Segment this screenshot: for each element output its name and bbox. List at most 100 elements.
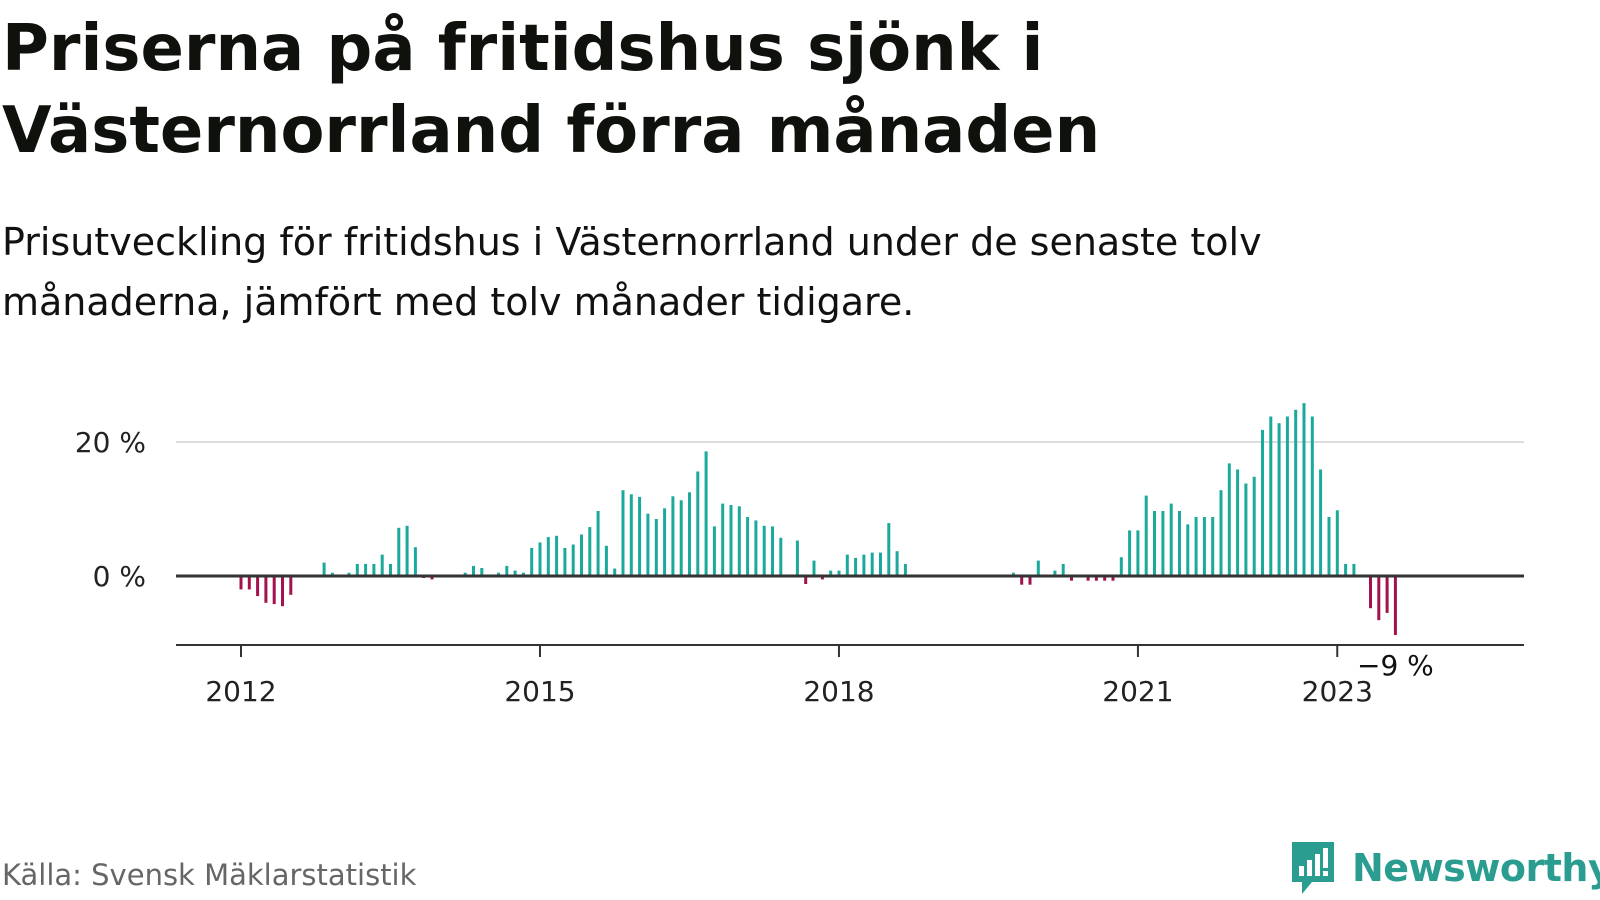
y-tick-label: 0 % xyxy=(93,560,146,593)
bar xyxy=(472,565,475,576)
bar xyxy=(1285,416,1289,576)
bar xyxy=(546,537,550,576)
bar xyxy=(638,496,642,576)
bar xyxy=(629,494,633,576)
bar xyxy=(1036,560,1040,576)
bar xyxy=(1053,570,1057,576)
bar xyxy=(895,551,899,576)
bar xyxy=(1161,511,1165,576)
bar xyxy=(879,552,882,576)
bar xyxy=(571,544,575,576)
bar xyxy=(1302,403,1306,576)
bar xyxy=(530,547,534,576)
bar xyxy=(355,563,359,576)
bar xyxy=(829,570,833,576)
bar xyxy=(364,563,368,576)
bar xyxy=(281,576,284,607)
bar xyxy=(430,576,434,580)
bar xyxy=(812,560,816,576)
bar xyxy=(1070,576,1073,581)
bar xyxy=(795,540,799,576)
bar xyxy=(804,576,808,584)
bar xyxy=(704,451,708,576)
bar xyxy=(1194,517,1198,576)
bar xyxy=(480,568,484,576)
bar xyxy=(1028,576,1032,585)
bar xyxy=(663,508,667,576)
bar xyxy=(1252,476,1256,576)
bar xyxy=(1393,576,1397,635)
bar xyxy=(505,565,509,576)
bar xyxy=(1011,572,1015,577)
bar xyxy=(322,562,326,576)
bar xyxy=(1111,576,1115,581)
bar xyxy=(1236,469,1240,576)
bar xyxy=(289,576,293,595)
bar xyxy=(1061,563,1065,576)
bar xyxy=(264,576,268,603)
last-value-label: −9 % xyxy=(1357,649,1434,682)
bar xyxy=(1344,563,1348,576)
bar xyxy=(596,511,600,576)
bar xyxy=(555,535,559,576)
chart-title: Priserna på fritidshus sjönk i Västernor… xyxy=(2,12,1101,168)
bar xyxy=(845,554,849,576)
y-tick-label: 20 % xyxy=(75,426,146,459)
bar xyxy=(1310,416,1314,576)
bar xyxy=(1086,576,1090,581)
bar xyxy=(779,537,783,576)
bar xyxy=(1352,563,1356,576)
bar xyxy=(754,520,758,576)
bar xyxy=(1335,510,1339,576)
bar xyxy=(1319,469,1323,576)
bar xyxy=(1244,483,1248,576)
bar xyxy=(1211,517,1215,576)
bar xyxy=(646,513,650,576)
bar xyxy=(389,563,392,576)
bar xyxy=(239,576,243,590)
bar xyxy=(1153,511,1156,576)
bar xyxy=(1369,576,1372,609)
bar xyxy=(746,517,750,576)
bar xyxy=(1219,490,1223,576)
source-note: Källa: Svensk Mäklarstatistik xyxy=(2,858,417,892)
x-tick-label: 2023 xyxy=(1302,675,1373,708)
bar xyxy=(688,492,691,577)
newsworthy-logo[interactable]: Newsworthy xyxy=(1288,838,1600,898)
bar xyxy=(1261,429,1264,576)
newsworthy-logo-icon xyxy=(1292,842,1334,894)
bar xyxy=(1227,463,1231,576)
bar xyxy=(870,552,874,576)
bar xyxy=(1277,423,1281,576)
bar xyxy=(1202,517,1206,576)
bar xyxy=(272,576,276,605)
bar xyxy=(1020,576,1024,585)
x-tick-label: 2018 xyxy=(803,675,874,708)
bar xyxy=(729,505,733,576)
bar xyxy=(903,563,907,576)
bar xyxy=(563,547,567,576)
bar xyxy=(1128,530,1132,576)
bar xyxy=(820,576,824,580)
bar xyxy=(712,526,716,576)
bar xyxy=(1294,409,1298,576)
bar xyxy=(1094,576,1098,581)
bar xyxy=(1269,416,1273,576)
bar xyxy=(837,570,841,576)
bar xyxy=(854,557,858,576)
bar xyxy=(862,554,866,576)
bar xyxy=(737,506,741,576)
bar xyxy=(521,572,525,577)
bar xyxy=(771,526,774,576)
bar xyxy=(256,576,260,597)
bar xyxy=(1119,557,1123,576)
bar xyxy=(613,568,617,576)
bar xyxy=(1144,495,1148,576)
bar xyxy=(513,570,517,576)
bar xyxy=(1327,517,1331,576)
bar xyxy=(1103,576,1107,581)
bar-chart: 0 % 20 % 2012 2015 2018 2021 2023−9 % xyxy=(75,403,1524,708)
bar xyxy=(413,547,417,576)
bar xyxy=(1178,511,1181,576)
bar xyxy=(397,527,401,576)
